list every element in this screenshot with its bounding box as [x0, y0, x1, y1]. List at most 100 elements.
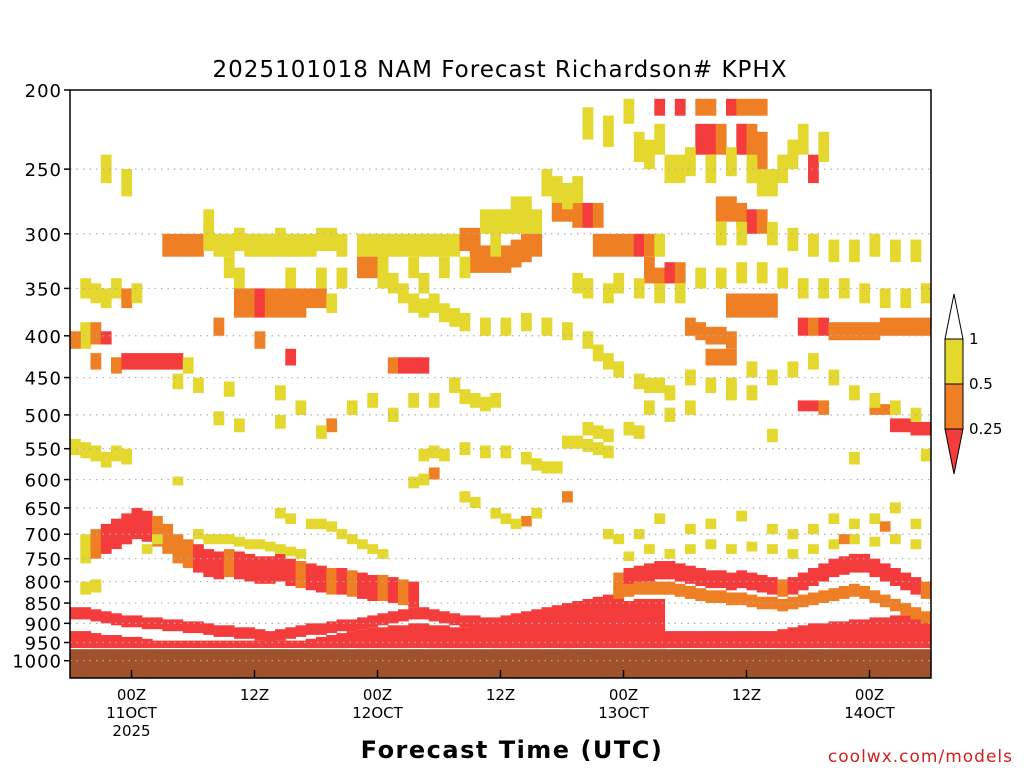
heatmap-cell	[695, 322, 707, 341]
heatmap-cell	[285, 288, 297, 318]
heatmap-cell	[162, 233, 174, 257]
heatmap-cell	[80, 278, 92, 299]
y-tick-label: 600	[25, 471, 62, 492]
heatmap-cell	[685, 565, 696, 584]
heatmap-cell	[449, 627, 461, 649]
heatmap-cell	[623, 568, 635, 586]
legend-swatch-below-0.25	[944, 428, 964, 475]
heatmap-cell	[849, 534, 860, 545]
heatmap-cell	[223, 233, 235, 257]
heatmap-cell	[490, 393, 502, 408]
heatmap-cell	[408, 581, 420, 608]
heatmap-cell	[90, 529, 102, 559]
heatmap-cell	[562, 603, 573, 616]
heatmap-cell	[377, 245, 389, 268]
heatmap-cell	[193, 233, 204, 257]
heatmap-cell	[275, 233, 286, 257]
heatmap-cell	[408, 393, 420, 408]
heatmap-cell	[736, 510, 748, 522]
heatmap-cell	[695, 98, 707, 116]
chart-title: 2025101018 NAM Forecast Richardson# KPHX	[213, 57, 788, 83]
heatmap-cell	[746, 361, 758, 378]
heatmap-cell	[254, 539, 266, 550]
heatmap-cell	[879, 521, 891, 532]
heatmap-cell	[746, 293, 758, 318]
heatmap-cell	[736, 262, 748, 284]
heatmap-cell	[818, 317, 830, 336]
heatmap-cell	[131, 507, 143, 540]
heatmap-cell	[398, 625, 409, 649]
heatmap-cell	[674, 583, 686, 597]
heatmap-cell	[408, 233, 420, 257]
heatmap-cell	[357, 617, 368, 630]
heatmap-cell	[152, 640, 163, 648]
heatmap-cell	[459, 442, 471, 456]
heatmap-cell	[418, 623, 430, 648]
heatmap-cell	[469, 227, 481, 252]
heatmap-cell	[572, 607, 584, 648]
heatmap-cell	[223, 625, 235, 637]
heatmap-cell	[746, 541, 758, 552]
heatmap-cell	[859, 586, 871, 599]
heatmap-cell	[664, 549, 676, 559]
y-tick-label: 300	[25, 225, 62, 246]
heatmap-cell	[346, 619, 358, 632]
heatmap-cell	[767, 544, 778, 554]
heatmap-cell	[459, 312, 471, 332]
heatmap-cell	[490, 507, 502, 519]
heatmap-cell	[254, 331, 266, 349]
heatmap-cell	[377, 627, 389, 649]
heatmap-cell	[592, 425, 604, 439]
legend-label: 0.25	[969, 420, 1002, 438]
heatmap-cell	[90, 579, 102, 593]
heatmap-cell	[562, 322, 573, 341]
heatmap-cell	[633, 565, 645, 584]
heatmap-cell	[623, 551, 635, 561]
heatmap-cell	[603, 233, 614, 257]
heatmap-cell	[121, 636, 133, 649]
y-tick-label: 1000	[12, 652, 62, 673]
credit-link[interactable]: coolwx.com/models	[828, 747, 1013, 767]
heatmap-cell	[613, 572, 625, 591]
legend-swatch-0.5-1	[944, 338, 964, 385]
heatmap-cell	[715, 570, 727, 589]
heatmap-cell	[644, 581, 655, 595]
heatmap-cell	[152, 534, 163, 545]
heatmap-cell	[275, 629, 286, 641]
heatmap-cell	[726, 196, 737, 222]
heatmap-cell	[900, 317, 912, 336]
heatmap-cell	[592, 605, 604, 649]
heatmap-cell	[80, 631, 92, 648]
heatmap-cell	[910, 539, 922, 550]
heatmap-cell	[849, 385, 860, 401]
heatmap-cell	[172, 373, 184, 390]
heatmap-cell	[736, 202, 748, 228]
heatmap-cell	[715, 348, 727, 366]
heatmap-cell	[603, 428, 614, 443]
heatmap-cell	[521, 312, 532, 332]
heatmap-cell	[623, 421, 635, 436]
heatmap-cell	[726, 377, 737, 393]
heatmap-cell	[746, 123, 758, 155]
heatmap-cell	[449, 613, 461, 626]
heatmap-cell	[162, 353, 174, 370]
heatmap-cell	[244, 233, 256, 257]
heatmap-cell	[777, 629, 789, 649]
heatmap-cell	[828, 513, 840, 524]
heatmap-cell	[531, 615, 543, 649]
heatmap-cell	[869, 558, 881, 578]
heatmap-cell	[234, 267, 245, 289]
heatmap-cell	[398, 357, 409, 374]
heatmap-cell	[920, 317, 931, 336]
heatmap-cell	[808, 353, 819, 370]
heatmap-cell	[818, 623, 830, 648]
heatmap-cell	[756, 574, 768, 593]
heatmap-cell	[264, 233, 276, 257]
heatmap-cell	[80, 607, 92, 620]
heatmap-cell	[736, 570, 748, 589]
heatmap-cell	[838, 322, 850, 341]
heatmap-cell	[900, 603, 912, 616]
heatmap-cell	[90, 322, 102, 345]
x-axis-label: Forecast Time (UTC)	[361, 736, 664, 764]
heatmap-cell	[244, 288, 256, 318]
